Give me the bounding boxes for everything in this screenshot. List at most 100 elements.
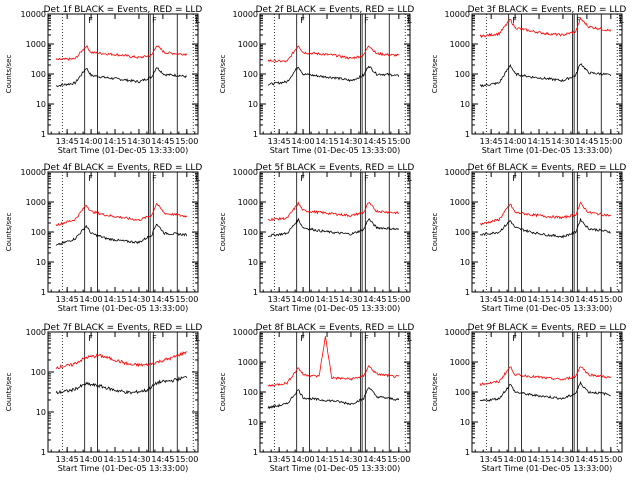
panel-title: Det 8f BLACK = Events, RED = LLD [256,323,415,333]
x-tick-label: 13:45 [268,295,291,304]
panel-6: Det 6f BLACK = Events, RED = LLD 1 10 100 10… [431,163,626,313]
corner-mark: F [576,174,581,183]
lld-series-line [267,45,400,63]
y-tick-label: 10 [248,258,258,267]
x-tick-label: 15:00 [599,295,622,304]
y-axis-label: Counts/sec [219,213,227,252]
x-tick-label: 14:15 [315,455,338,464]
x-tick-label: 14:45 [575,137,598,146]
x-tick-label: 15:00 [175,137,198,146]
panel-title: Det 5f BLACK = Events, RED = LLD [256,163,415,173]
y-tick-label: 10 [460,100,470,109]
panel-title: Det 2f BLACK = Events, RED = LLD [256,5,415,15]
corner-mark: F [88,16,93,25]
y-tick-label: 10 [248,100,258,109]
corner-mark: F [576,16,581,25]
x-tick-label: 14:30 [339,137,362,146]
corner-mark: F [364,16,369,25]
y-tick-label: 100 [243,228,258,237]
y-tick-label: 1 [253,130,258,139]
events-series-line [479,218,611,239]
x-tick-label: 15:00 [599,455,622,464]
y-tick-label: 10 [36,408,46,417]
y-tick-label: 10000 [233,10,258,19]
x-tick-label: 13:45 [480,137,503,146]
lld-series-line [267,201,399,222]
y-axis-label: Counts/sec [431,213,439,252]
y-tick-label: 10 [460,418,470,427]
plot-frame [471,171,623,293]
x-tick-label: 13:45 [480,295,503,304]
x-axis-label: Start Time (01-Dec-05 13:33:00) [58,464,189,473]
y-tick-label: 1000 [238,40,258,49]
y-tick-label: 1 [465,130,470,139]
corner-mark: L [407,16,412,25]
corner-mark: L [619,16,624,25]
lld-series-line [55,202,188,227]
x-axis-label: Start Time (01-Dec-05 13:33:00) [482,304,613,313]
x-tick-label: 14:00 [504,455,527,464]
x-tick-label: 14:15 [315,137,338,146]
lld-series-line [55,351,187,370]
y-tick-label: 10000 [21,168,46,177]
x-tick-label: 14:45 [363,295,386,304]
y-tick-label: 100 [31,368,46,377]
panel-1: Det 1f BLACK = Events, RED = LLD 1 10 100 10… [5,5,202,155]
panel-4: Det 4f BLACK = Events, RED = LLD 1 10 100 10… [5,163,202,313]
y-axis-label: Counts/sec [5,55,13,94]
panel-5: Det 5f BLACK = Events, RED = LLD 1 10 100 10… [219,163,414,313]
x-tick-label: 14:15 [103,137,126,146]
x-tick-label: 15:00 [175,295,198,304]
y-tick-label: 1000 [26,40,46,49]
y-tick-label: 10000 [445,168,470,177]
y-tick-label: 1000 [238,358,258,367]
x-tick-label: 14:45 [363,137,386,146]
y-tick-label: 100 [455,70,470,79]
x-axis-label: Start Time (01-Dec-05 13:33:00) [270,304,401,313]
x-tick-label: 15:00 [599,137,622,146]
y-tick-label: 100 [31,70,46,79]
x-tick-label: 13:45 [56,137,79,146]
corner-mark: L [195,174,200,183]
x-tick-label: 13:45 [268,455,291,464]
x-tick-label: 14:30 [551,137,574,146]
x-tick-label: 14:30 [127,455,150,464]
plot-frame [259,331,411,453]
x-tick-label: 14:00 [504,137,527,146]
y-axis-label: Counts/sec [219,373,227,412]
x-tick-label: 14:00 [80,455,103,464]
lld-series-line [55,44,188,61]
panel-title: Det 1f BLACK = Events, RED = LLD [44,5,203,15]
corner-mark: F [300,16,305,25]
y-tick-label: 1 [253,448,258,457]
panel-title: Det 3f BLACK = Events, RED = LLD [468,5,627,15]
corner-mark: L [195,16,200,25]
events-series-line [267,65,400,86]
corner-mark: F [88,334,93,343]
lld-series-line [479,17,612,39]
corner-mark: F [152,174,157,183]
corner-mark: L [407,334,412,343]
x-tick-label: 14:00 [80,295,103,304]
x-tick-label: 14:45 [575,295,598,304]
x-axis-label: Start Time (01-Dec-05 13:33:00) [58,304,189,313]
corner-mark: F [512,334,517,343]
panel-9: Det 9f BLACK = Events, RED = LLD 1 10 100 10… [431,323,626,473]
events-series-line [479,63,612,88]
y-tick-label: 1000 [450,358,470,367]
x-tick-label: 14:45 [363,455,386,464]
x-tick-label: 14:00 [292,295,315,304]
y-tick-label: 100 [31,228,46,237]
y-tick-label: 1 [465,288,470,297]
x-tick-label: 15:00 [387,455,410,464]
events-series-line [55,67,188,88]
y-tick-label: 1000 [450,40,470,49]
panel-8: Det 8f BLACK = Events, RED = LLD 1 10 100 10… [219,323,414,473]
lld-series-line [267,336,399,387]
x-tick-label: 14:15 [527,295,550,304]
panel-2: Det 2f BLACK = Events, RED = LLD 1 10 100 10… [219,5,414,155]
y-tick-label: 1 [41,448,46,457]
panel-title: Det 6f BLACK = Events, RED = LLD [468,163,627,173]
corner-mark: L [407,174,412,183]
x-tick-label: 14:30 [339,295,362,304]
